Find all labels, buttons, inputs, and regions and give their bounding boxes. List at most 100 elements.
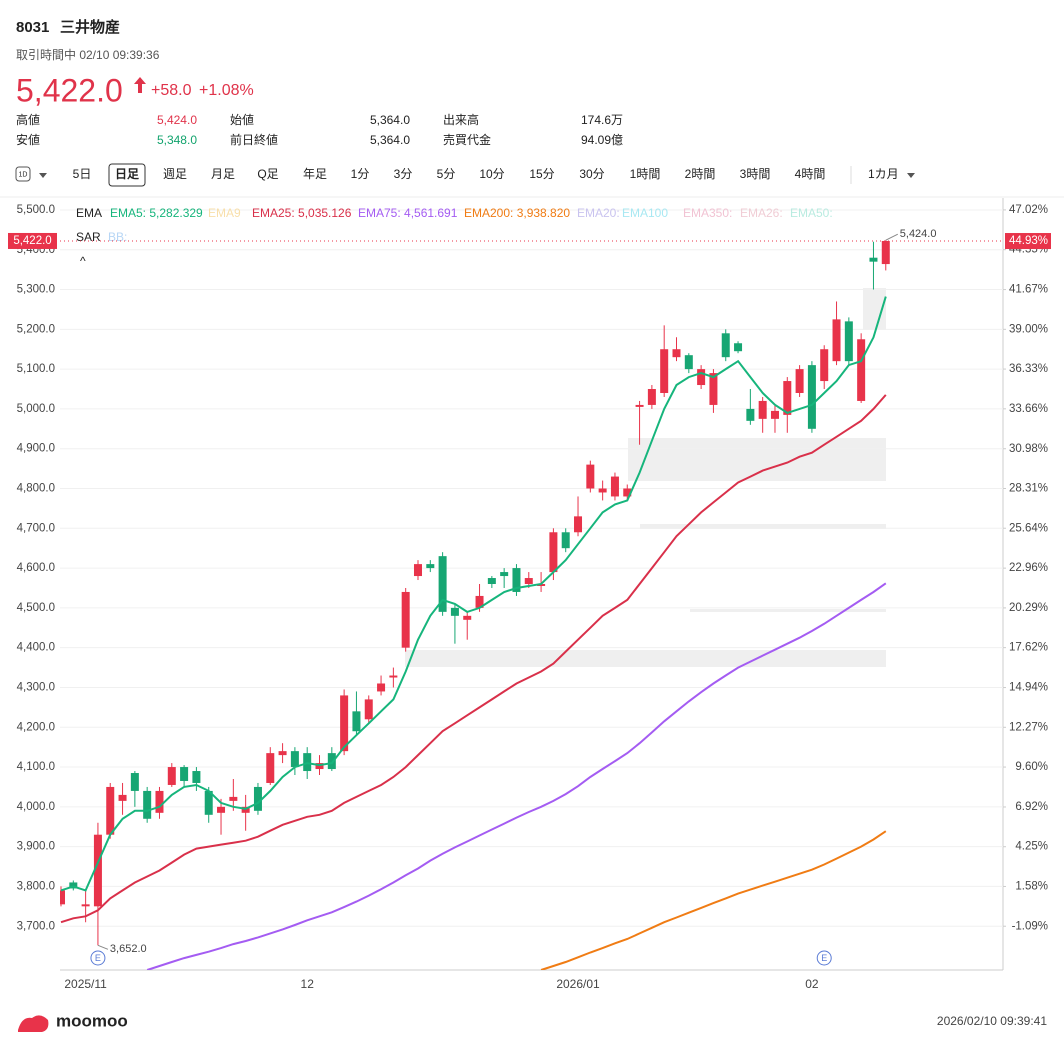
- y2-tick-label: 41.67%: [1009, 284, 1048, 296]
- candle-body: [130, 773, 139, 791]
- tab[interactable]: 30分: [579, 167, 604, 181]
- tab[interactable]: 5分: [437, 167, 456, 181]
- candle-body: [155, 790, 164, 813]
- tab[interactable]: 15分: [529, 167, 554, 181]
- stat-label: 高値: [16, 112, 40, 127]
- status: 取引時間中 02/10 09:39:36: [16, 47, 160, 62]
- candle-body: [574, 516, 583, 533]
- stat-label: 始値: [230, 112, 254, 127]
- tab[interactable]: 2時間: [685, 167, 716, 181]
- candle-body: [401, 591, 410, 648]
- change: +58.0: [151, 82, 192, 99]
- stat-value: 5,364.0: [370, 113, 410, 127]
- last-pct-box: [1005, 233, 1051, 250]
- y2-tick-label: 20.29%: [1009, 602, 1048, 614]
- event-marker: [90, 950, 106, 966]
- ema-line: [60, 394, 887, 924]
- candle-body: [413, 564, 422, 577]
- collapse[interactable]: ^: [80, 254, 86, 268]
- dropdown[interactable]: [907, 173, 915, 178]
- legend-entry: EMA25: 5,035.126: [252, 206, 352, 220]
- up-arrow: [134, 77, 146, 93]
- y2-tick-label: 39.00%: [1009, 323, 1048, 335]
- y-tick-label: 5,000.0: [17, 403, 55, 415]
- tab[interactable]: 月足: [211, 167, 235, 181]
- event-label: E: [821, 953, 827, 963]
- tab[interactable]: 年足: [303, 167, 327, 181]
- candle-body: [180, 767, 189, 781]
- candle-body: [869, 257, 878, 262]
- tab[interactable]: 5日: [73, 167, 92, 181]
- tab-selected-box[interactable]: [108, 163, 146, 187]
- high-label: 5,424.0: [900, 228, 937, 240]
- candle-body: [266, 753, 275, 783]
- dropdown[interactable]: [39, 173, 47, 178]
- y-tick-label: 4,100.0: [17, 761, 55, 773]
- tab[interactable]: 1分: [351, 167, 370, 181]
- candle-body: [721, 333, 730, 358]
- tab[interactable]: Q足: [257, 167, 278, 181]
- candle-body: [426, 564, 435, 569]
- y-tick-label: 4,000.0: [17, 801, 55, 813]
- candle-body: [192, 771, 201, 783]
- interval-icon-box[interactable]: [15, 166, 31, 182]
- y2-tick-label: 4.25%: [1015, 841, 1048, 853]
- brand-logo: [18, 1015, 49, 1032]
- stat-value: 94.09億: [581, 133, 623, 147]
- candle-body: [106, 786, 115, 835]
- event-label: E: [95, 953, 101, 963]
- candle-body: [377, 683, 386, 692]
- candle-body: [253, 786, 262, 811]
- tab[interactable]: 3時間: [740, 167, 771, 181]
- candle-body: [450, 607, 459, 616]
- y-tick-label: 4,600.0: [17, 562, 55, 574]
- y2-tick-label: 17.62%: [1009, 642, 1048, 654]
- candle-body: [118, 794, 127, 801]
- x-tick-label: 2025/11: [64, 977, 107, 991]
- legend-entry: EMA100: [622, 206, 668, 220]
- tab[interactable]: 日足: [115, 167, 139, 181]
- y2-tick-label: 33.66%: [1009, 403, 1048, 415]
- candle-body: [647, 389, 656, 405]
- ema-line: [60, 296, 887, 892]
- zone: [690, 609, 886, 612]
- legend-entry: EMA50:: [790, 206, 833, 220]
- interval-icon[interactable]: 1D: [19, 171, 28, 178]
- legend-entry: EMA9: [208, 206, 241, 220]
- y2-tick-label: 9.60%: [1015, 761, 1048, 773]
- candle-body: [832, 319, 841, 362]
- legend-sar: SAR: [76, 230, 101, 244]
- candle-body: [684, 355, 693, 370]
- candle-body: [217, 806, 226, 813]
- brand: moomoo: [56, 1011, 128, 1030]
- y-tick-label: 5,100.0: [17, 363, 55, 375]
- y-tick-label: 4,900.0: [17, 443, 55, 455]
- tab[interactable]: 1時間: [630, 167, 661, 181]
- candle-body: [746, 408, 755, 421]
- candle-body: [586, 464, 595, 489]
- tab[interactable]: 4時間: [795, 167, 826, 181]
- candle-body: [60, 890, 65, 905]
- candle-body: [623, 488, 632, 497]
- candle-body: [770, 410, 779, 419]
- tab[interactable]: 3分: [394, 167, 413, 181]
- y-tick-label: 5,300.0: [17, 284, 55, 296]
- candle-body: [364, 699, 373, 720]
- candle-body: [81, 904, 90, 907]
- candle-body: [290, 751, 299, 768]
- y-tick-label: 3,700.0: [17, 920, 55, 932]
- candle-body: [561, 532, 570, 549]
- candle-body: [278, 751, 287, 756]
- candle-body: [758, 400, 767, 419]
- range-select[interactable]: 1カ月: [868, 167, 899, 181]
- candle-body: [709, 373, 718, 405]
- candle-body: [487, 578, 496, 584]
- low-leader: [97, 944, 109, 950]
- high-leader: [885, 233, 898, 241]
- stat-label: 前日終値: [230, 132, 278, 147]
- zone: [640, 524, 886, 529]
- tab[interactable]: 10分: [479, 167, 504, 181]
- tab[interactable]: 週足: [163, 167, 187, 181]
- plot: [60, 209, 1003, 970]
